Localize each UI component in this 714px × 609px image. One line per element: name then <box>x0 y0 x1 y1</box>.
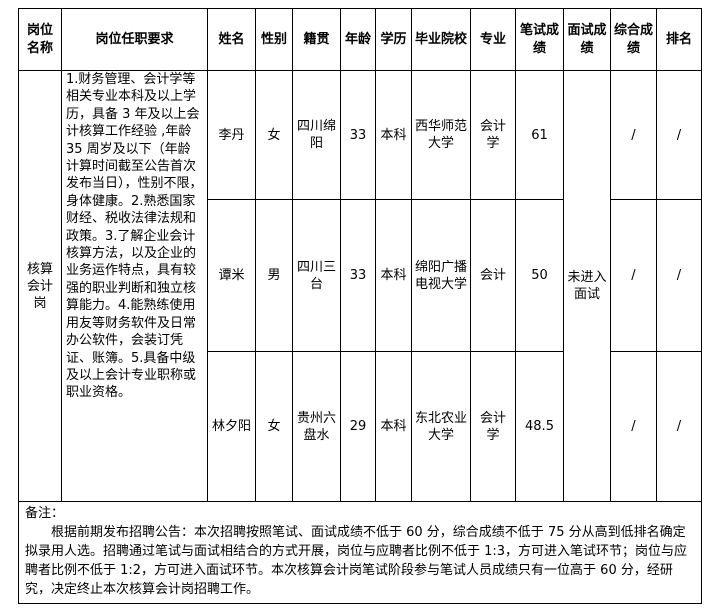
header-total-score: 综合成绩 <box>610 8 657 71</box>
origin-cell: 四川三台 <box>292 199 341 352</box>
gender-cell: 女 <box>255 70 293 200</box>
header-interview-score: 面试成绩 <box>563 8 611 71</box>
name-cell: 林夕阳 <box>207 351 256 502</box>
major-cell: 会计学 <box>470 351 516 502</box>
age-cell: 33 <box>340 70 376 200</box>
table-row: 核算会计岗 1.财务管理、会计学等相关专业本科及以上学历，具备 3 年及以上会计… <box>18 70 702 502</box>
requirements-cell: 1.财务管理、会计学等相关专业本科及以上学历，具备 3 年及以上会计核算工作经验… <box>61 70 208 502</box>
major-cell: 会计学 <box>470 70 516 200</box>
note-label: 备注： <box>25 506 65 521</box>
header-gender: 性别 <box>255 8 293 71</box>
total-score-cell: / <box>610 351 657 502</box>
education-cell: 本科 <box>375 351 412 502</box>
gender-cell: 男 <box>255 199 293 352</box>
age-cell: 33 <box>340 199 376 352</box>
total-score-cell: / <box>610 199 657 352</box>
note-cell: 备注： 根据前期发布招聘公告：本次招聘按照笔试、面试成绩不低于 60 分，综合成… <box>18 501 702 604</box>
major-cell: 会计 <box>470 199 516 352</box>
school-cell: 东北农业大学 <box>411 351 471 502</box>
header-school: 毕业院校 <box>411 8 471 71</box>
name-cell: 谭米 <box>207 199 256 352</box>
header-major: 专业 <box>470 8 516 71</box>
gender-cell: 女 <box>255 351 293 502</box>
header-written-score: 笔试成绩 <box>515 8 564 71</box>
header-requirements: 岗位任职要求 <box>61 8 208 71</box>
school-cell: 西华师范大学 <box>411 70 471 200</box>
note-text: 根据前期发布招聘公告：本次招聘按照笔试、面试成绩不低于 60 分，综合成绩不低于… <box>25 525 688 597</box>
header-name: 姓名 <box>207 8 256 71</box>
table-row: 谭米 男 四川三台 33 本科 绵阳广播电视大学 会计 50 / / <box>19 199 702 352</box>
rank-cell: / <box>656 70 702 200</box>
origin-cell: 四川绵阳 <box>292 70 341 200</box>
written-score-cell: 50 <box>515 199 564 352</box>
header-origin: 籍贯 <box>292 8 341 71</box>
header-age: 年龄 <box>340 8 376 71</box>
age-cell: 29 <box>340 351 376 502</box>
header-row: 岗位名称 岗位任职要求 姓名 性别 籍贯 年龄 学历 毕业院校 专业 笔试成绩 … <box>18 8 702 71</box>
origin-cell: 贵州六盘水 <box>292 351 341 502</box>
written-score-cell: 61 <box>515 70 564 200</box>
note-row: 备注： 根据前期发布招聘公告：本次招聘按照笔试、面试成绩不低于 60 分，综合成… <box>18 501 702 604</box>
education-cell: 本科 <box>375 199 412 352</box>
header-education: 学历 <box>375 8 412 71</box>
name-cell: 李丹 <box>207 70 256 200</box>
total-score-cell: / <box>610 70 657 200</box>
school-cell: 绵阳广播电视大学 <box>411 199 471 352</box>
rank-cell: / <box>656 351 702 502</box>
header-rank: 排名 <box>656 8 702 71</box>
education-cell: 本科 <box>375 70 412 200</box>
rank-cell: / <box>656 199 702 352</box>
recruitment-results-table: 岗位名称 岗位任职要求 姓名 性别 籍贯 年龄 学历 毕业院校 专业 笔试成绩 … <box>18 8 702 604</box>
written-score-cell: 48.5 <box>515 351 564 502</box>
header-position: 岗位名称 <box>18 8 62 71</box>
position-cell: 核算会计岗 <box>18 70 62 502</box>
interview-score-cell: 未进入面试 <box>563 70 611 502</box>
